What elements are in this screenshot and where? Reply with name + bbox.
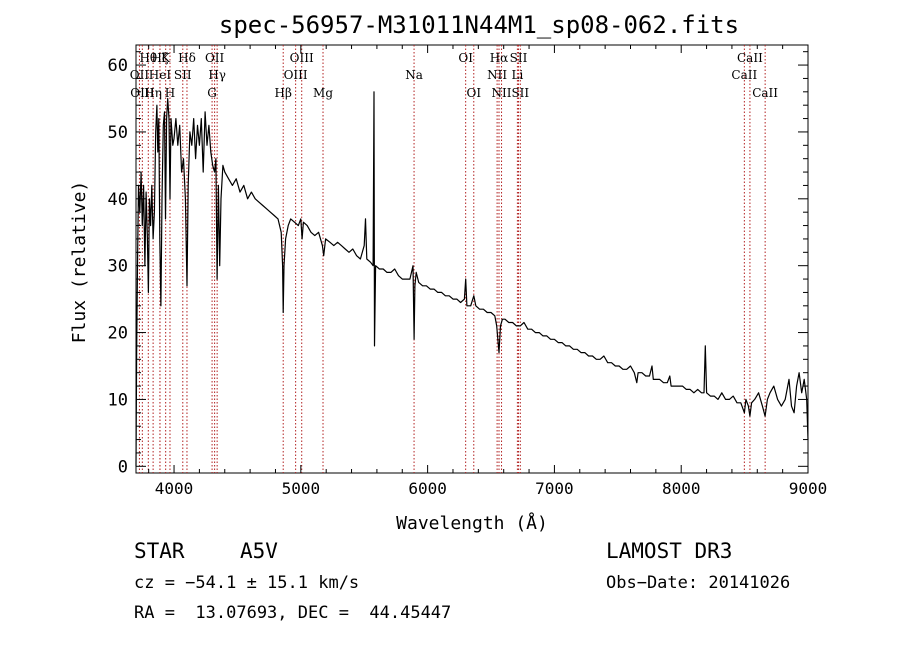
line-markers <box>138 45 766 473</box>
line-marker-label: OII <box>205 51 225 65</box>
line-marker-label: OII <box>130 68 150 82</box>
plot-axes <box>135 44 809 474</box>
flux-line <box>135 91 809 467</box>
line-marker-label: CaII <box>737 51 763 65</box>
line-marker-label: SII <box>511 86 529 100</box>
y-tick-label: 50 <box>108 123 128 143</box>
line-marker-label: Mg <box>313 86 333 100</box>
observation-date: Obs−Date: 20141026 <box>606 573 791 593</box>
line-marker-label: CaII <box>752 86 778 100</box>
y-tick-label: 0 <box>118 457 128 477</box>
x-tick-label: 5000 <box>282 479 321 498</box>
line-marker-label: OI <box>466 86 481 100</box>
coordinates: RA = 13.07693, DEC = 44.45447 <box>134 603 452 623</box>
line-marker-label: Hδ <box>178 51 196 65</box>
line-marker-label: G <box>207 86 217 100</box>
line-marker-label: SII <box>510 51 528 65</box>
spectral-subclass: A5V <box>240 539 278 563</box>
x-tick-label: 7000 <box>535 479 574 498</box>
line-marker-label: H <box>165 86 175 100</box>
survey-name: LAMOST DR3 <box>606 539 733 563</box>
chart-title: spec-56957-M31011N44M1_sp08-062.fits <box>219 11 739 39</box>
x-tick-label: 8000 <box>662 479 701 498</box>
x-tick-label: 4000 <box>155 479 194 498</box>
line-marker-label: CaII <box>731 68 757 82</box>
line-marker-label: Hγ <box>208 68 226 82</box>
plot-frame <box>135 44 809 474</box>
x-tick-label: 9000 <box>789 479 828 498</box>
redshift-cz: cz = −54.1 ± 15.1 km/s <box>134 573 360 593</box>
line-marker-label: HeI <box>149 68 172 82</box>
y-tick-label: 10 <box>108 390 128 410</box>
line-marker-label: Li <box>511 68 523 82</box>
flux-series <box>135 91 809 467</box>
line-marker-label: OIII <box>130 86 154 100</box>
line-marker-label: SII <box>174 68 192 82</box>
line-marker-label: OIII <box>290 51 314 65</box>
line-marker-label: K <box>161 51 171 65</box>
line-marker-label: Hη <box>144 86 162 100</box>
y-tick-label: 60 <box>108 56 128 76</box>
line-marker-label: Hζ <box>151 51 168 65</box>
line-marker-label: OIII <box>284 68 308 82</box>
line-marker-label: NII <box>492 86 512 100</box>
line-marker-label: Na <box>405 68 423 82</box>
line-marker-label: Hθ <box>139 51 157 65</box>
line-marker-label: Hα <box>490 51 509 65</box>
y-axis-label: Flux (relative) <box>69 181 90 344</box>
y-tick-label: 30 <box>108 257 128 277</box>
line-marker-label: NII <box>487 68 507 82</box>
line-marker-label: Hβ <box>275 86 292 100</box>
y-tick-label: 20 <box>108 324 128 344</box>
line-marker-label: OI <box>458 51 473 65</box>
axis-ticks: 4000 5000 6000 7000 8000 9000 0 10 20 30 40 50 60 <box>108 45 828 498</box>
y-tick-label: 40 <box>108 190 128 210</box>
x-tick-label: 6000 <box>408 479 447 498</box>
object-class: STAR <box>134 539 185 563</box>
spectrum-chart: spec-56957-M31011N44M1_sp08-062.fits Hθ O… <box>69 11 828 534</box>
x-axis-label: Wavelength (Å) <box>396 512 548 534</box>
